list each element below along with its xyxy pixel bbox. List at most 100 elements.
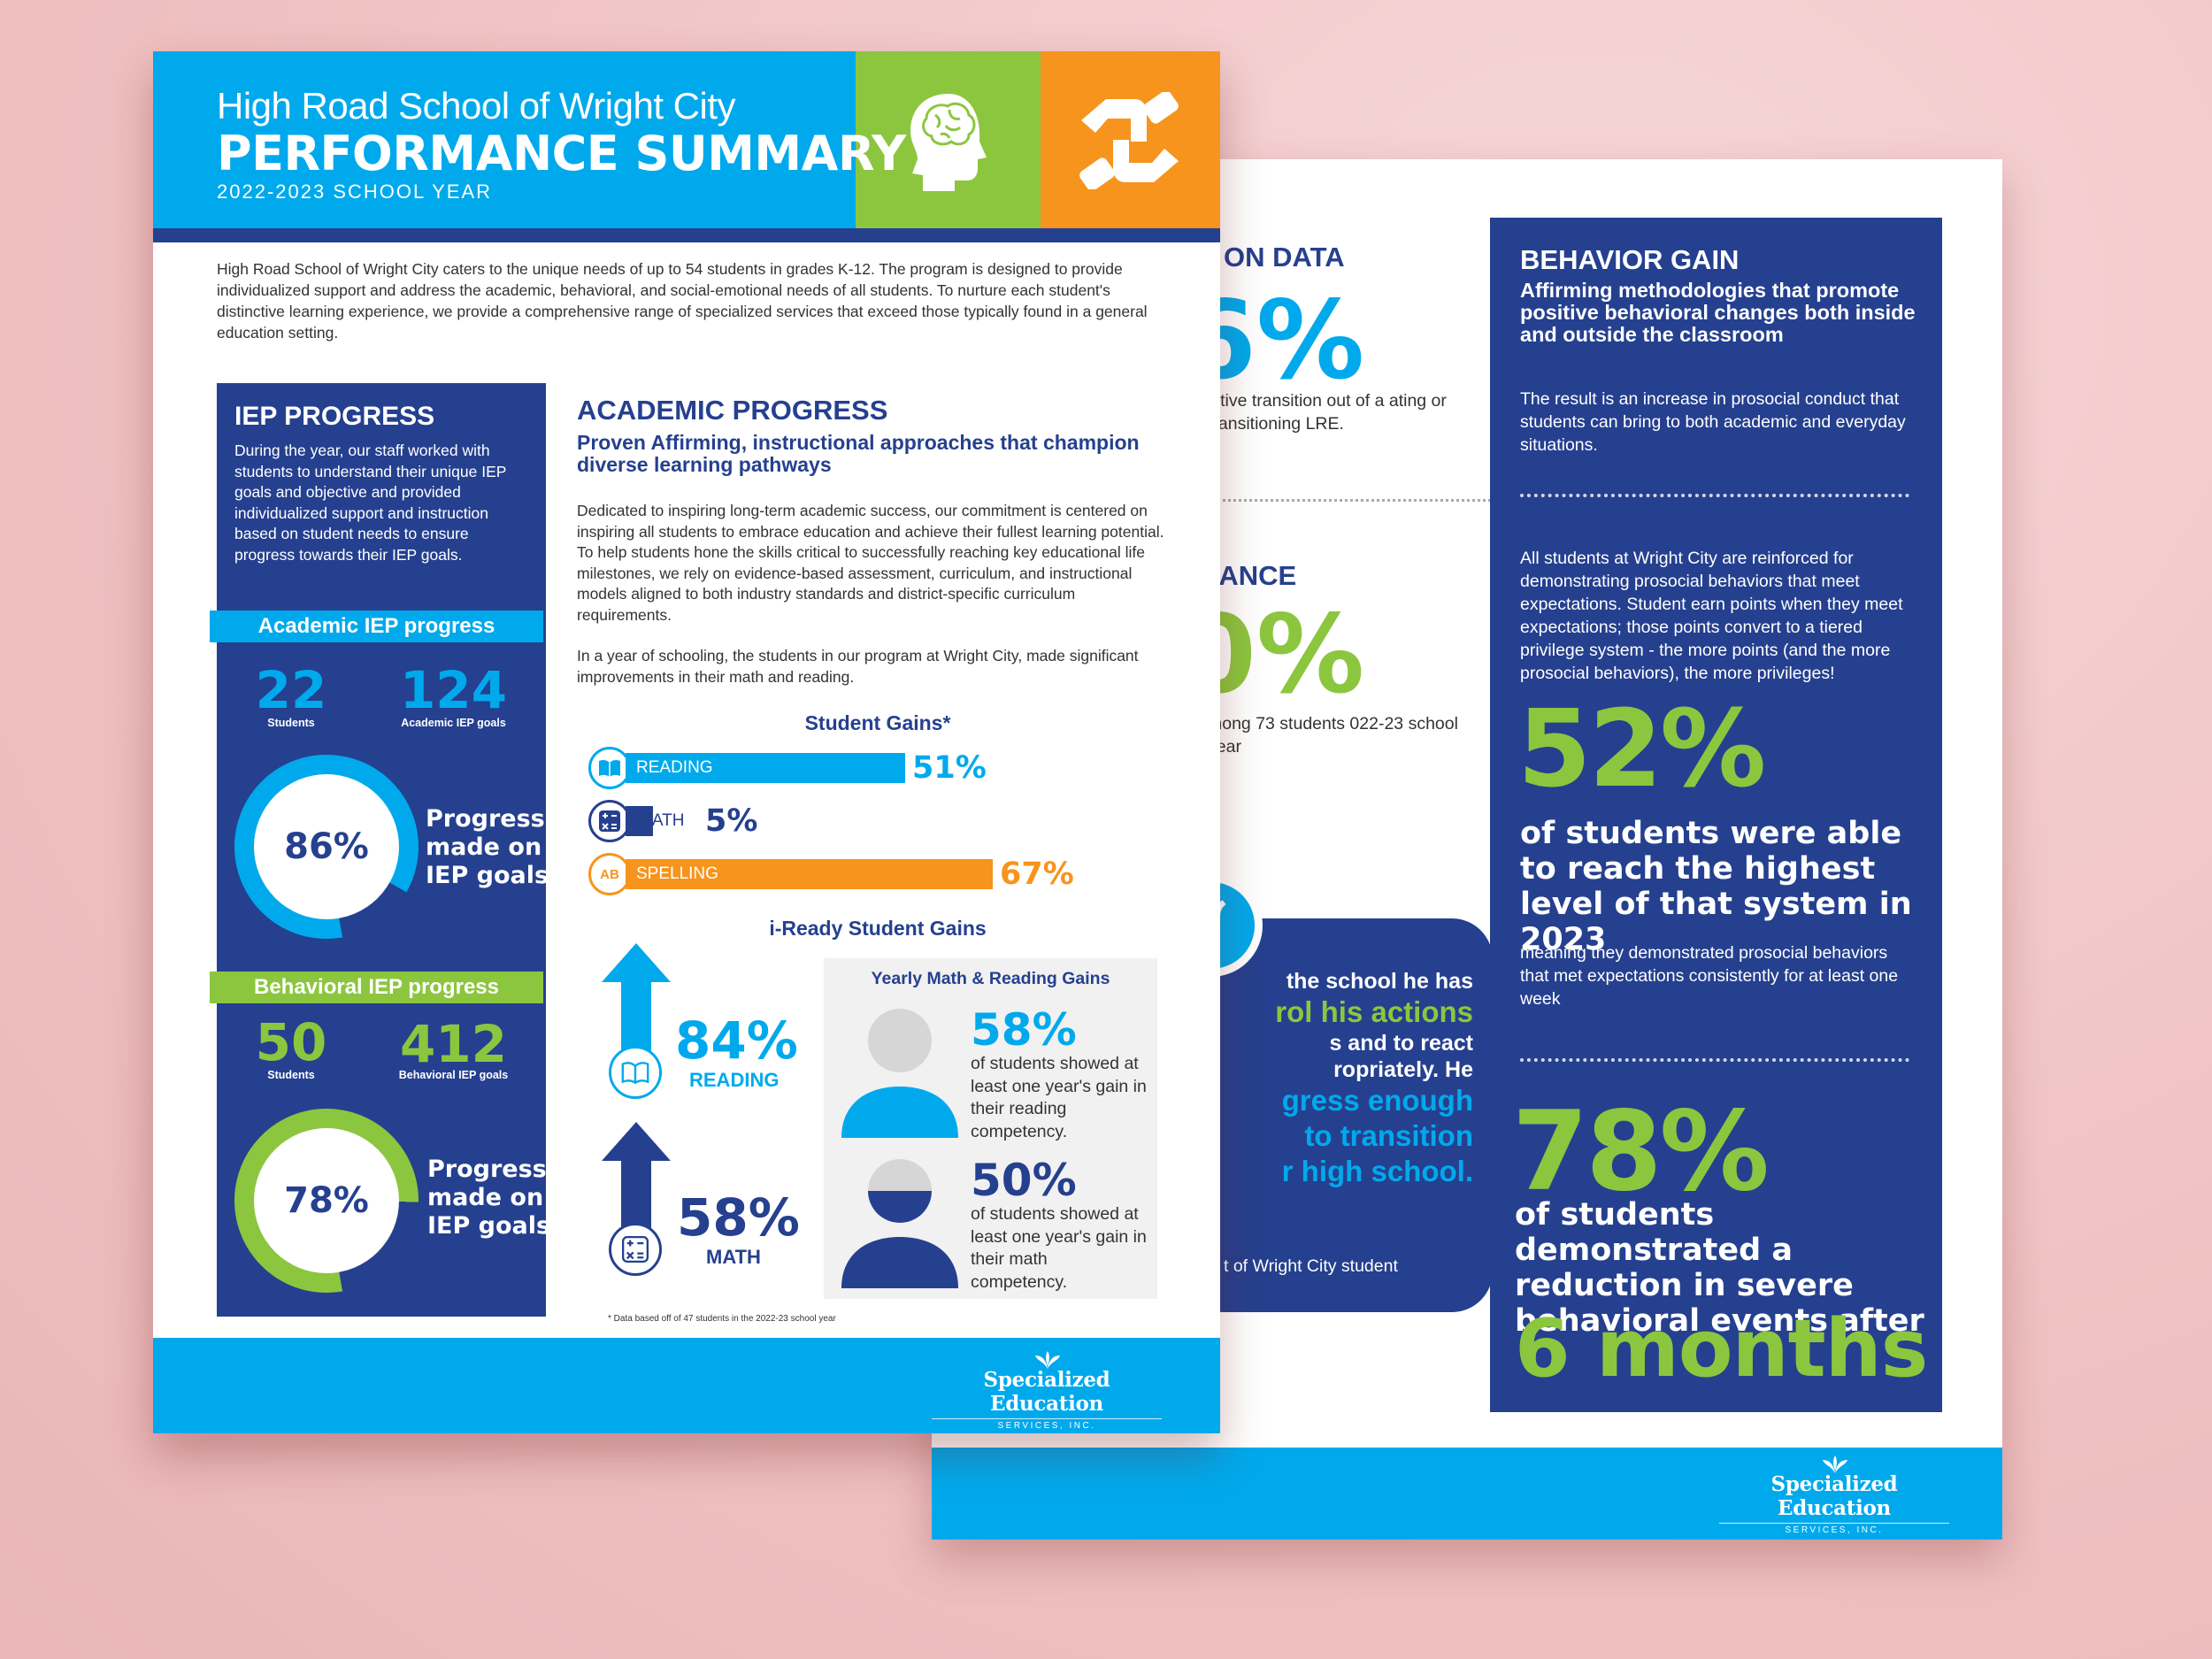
school-year: 2022-2023 SCHOOL YEAR bbox=[217, 180, 493, 203]
transition-heading: ON DATA bbox=[1224, 242, 1345, 273]
gain-bar bbox=[626, 806, 653, 836]
quote-attribution: t of Wright City student bbox=[1224, 1256, 1398, 1276]
logo-subtitle: SERVICES, INC. bbox=[1719, 1523, 1949, 1535]
yearly-reading-text: of students showed at least one year's g… bbox=[971, 1054, 1147, 1141]
student-gains-title: Student Gains* bbox=[804, 711, 951, 734]
front-footer: Specialized Education SERVICES, INC. bbox=[153, 1338, 1220, 1433]
back-footer: Specialized Education SERVICES, INC. bbox=[932, 1448, 2002, 1540]
gain-label: SPELLING bbox=[636, 864, 718, 883]
behavioral-progress-ring: 78% bbox=[234, 1109, 419, 1293]
behavioral-progress-percent: 78% bbox=[254, 1128, 399, 1273]
intro-paragraph: High Road School of Wright City caters t… bbox=[217, 260, 1148, 342]
up-arrow-icon bbox=[602, 1122, 671, 1235]
iep-progress-text: During the year, our staff worked with s… bbox=[234, 442, 507, 564]
page-title: PERFORMANCE SUMMARY bbox=[217, 126, 906, 181]
quote-body: the school he has rol his actions s and to… bbox=[1119, 968, 1473, 1189]
header-banner bbox=[153, 51, 856, 228]
leaf-icon bbox=[1823, 1455, 1847, 1473]
academic-iep-band: Academic IEP progress bbox=[210, 611, 543, 642]
progress-line: made on bbox=[427, 1184, 544, 1211]
academic-goals-label: Academic IEP goals bbox=[401, 717, 506, 729]
progress-line: IEP goals bbox=[427, 1212, 551, 1240]
behavioral-goals-label: Behavioral IEP goals bbox=[398, 1069, 509, 1081]
up-arrow-icon bbox=[602, 943, 671, 1056]
behavior-stat-percent: 52% bbox=[1517, 688, 1766, 811]
academic-students-label: Students bbox=[267, 717, 315, 729]
academic-goals-count: 124 bbox=[399, 660, 508, 720]
calculator-icon bbox=[609, 1223, 662, 1276]
progress-line: IEP goals bbox=[426, 862, 549, 889]
yearly-gains-title: Yearly Math & Reading Gains bbox=[871, 969, 1110, 988]
gain-label: MATH bbox=[638, 811, 685, 830]
behavior-stat-subtext: meaning they demonstrated prosocial beha… bbox=[1520, 943, 1899, 1009]
academic-progress-subtitle: Proven Affirming, instructional approach… bbox=[577, 431, 1140, 476]
behavioral-iep-band: Behavioral IEP progress bbox=[210, 972, 543, 1003]
student-avatar-icon bbox=[841, 1159, 958, 1288]
company-logo: Specialized Education SERVICES, INC. bbox=[932, 1351, 1162, 1431]
academic-progress-text: Progress made on IEP goals bbox=[426, 805, 549, 890]
academic-progress-ring: 86% bbox=[234, 755, 419, 939]
school-name: High Road School of Wright City bbox=[217, 85, 736, 127]
iready-reading-label: READING bbox=[689, 1069, 780, 1091]
quote-line: rol his actions bbox=[1275, 995, 1473, 1028]
gain-bar: READING bbox=[626, 753, 905, 783]
gain-percent: 67% bbox=[1000, 856, 1074, 892]
header-icon-tile bbox=[1041, 51, 1220, 228]
behavior-stat-text: of students demonstrated a reduction in … bbox=[1515, 1197, 1924, 1339]
gain-bar: SPELLING bbox=[626, 859, 993, 889]
yearly-math-percent: 50% bbox=[971, 1155, 1077, 1206]
behavior-stat-timeframe: 6 months bbox=[1515, 1302, 1928, 1395]
academic-progress-paragraph: In a year of schooling, the students in … bbox=[577, 647, 1139, 686]
handshake-icon bbox=[1079, 92, 1179, 189]
behavior-gain-paragraph: All students at Wright City are reinforc… bbox=[1520, 549, 1903, 683]
attendance-text: mong 73 students 022-23 school year bbox=[1208, 714, 1458, 757]
iep-progress-title: IEP PROGRESS bbox=[234, 402, 435, 431]
iready-math-percent: 58% bbox=[677, 1187, 800, 1248]
progress-line: made on bbox=[426, 833, 542, 861]
progress-line: Progress bbox=[427, 1156, 547, 1183]
ab-spelling-icon: AB bbox=[588, 853, 631, 895]
front-page: High Road School of Wright City PERFORMA… bbox=[153, 51, 1220, 1433]
yearly-reading-percent: 58% bbox=[971, 1004, 1077, 1056]
company-logo: Specialized Education SERVICES, INC. bbox=[1719, 1455, 1949, 1535]
quote-line: the school he has bbox=[1286, 969, 1473, 994]
iready-reading-percent: 84% bbox=[675, 1010, 798, 1071]
yearly-math-text: of students showed at least one year's g… bbox=[971, 1204, 1147, 1292]
footnote: * Data based off of 47 students in the 2… bbox=[608, 1314, 836, 1324]
quote-line: gress enough bbox=[1281, 1084, 1473, 1117]
quote-line: ropriately. He bbox=[1333, 1057, 1473, 1082]
brain-head-icon bbox=[910, 94, 987, 191]
iready-title: i-Ready Student Gains bbox=[769, 917, 987, 940]
divider bbox=[1520, 494, 1909, 497]
quote-line: to transition bbox=[1304, 1119, 1473, 1152]
behavioral-progress-text: Progress made on IEP goals bbox=[427, 1156, 550, 1240]
behavioral-students-label: Students bbox=[267, 1069, 315, 1081]
gain-label: READING bbox=[636, 758, 713, 777]
divider bbox=[1520, 1058, 1909, 1062]
quote-line: r high school. bbox=[1281, 1155, 1473, 1187]
calculator-icon bbox=[588, 800, 631, 842]
logo-name: Specialized Education bbox=[983, 1368, 1110, 1416]
behavior-gain-panel bbox=[1490, 218, 1942, 1412]
iready-math-label: MATH bbox=[706, 1246, 761, 1268]
gain-percent: 5% bbox=[705, 803, 758, 839]
behavior-gain-title: BEHAVIOR GAIN bbox=[1520, 244, 1740, 275]
progress-line: Progress bbox=[426, 805, 545, 833]
divider bbox=[1181, 499, 1491, 502]
behavioral-students-count: 50 bbox=[255, 1012, 327, 1072]
behavior-gain-subtitle: Affirming methodologies that promote pos… bbox=[1520, 279, 1916, 346]
leaf-icon bbox=[1035, 1351, 1060, 1369]
behavior-stat-percent: 78% bbox=[1512, 1088, 1770, 1216]
academic-progress-paragraph: Dedicated to inspiring long-term academi… bbox=[577, 502, 1164, 624]
academic-progress-percent: 86% bbox=[254, 774, 399, 919]
header-icon-tile bbox=[856, 51, 1041, 228]
student-avatar-icon bbox=[841, 1009, 958, 1138]
book-icon bbox=[588, 747, 631, 789]
behavior-gain-paragraph: The result is an increase in prosocial c… bbox=[1520, 389, 1906, 455]
transition-text: sitive transition out of a ating or tran… bbox=[1208, 391, 1447, 434]
academic-students-count: 22 bbox=[255, 660, 327, 720]
behavioral-goals-count: 412 bbox=[399, 1014, 508, 1074]
logo-name: Specialized Education bbox=[1770, 1472, 1898, 1520]
logo-subtitle: SERVICES, INC. bbox=[932, 1418, 1162, 1431]
quote-line: s and to react bbox=[1329, 1031, 1473, 1056]
